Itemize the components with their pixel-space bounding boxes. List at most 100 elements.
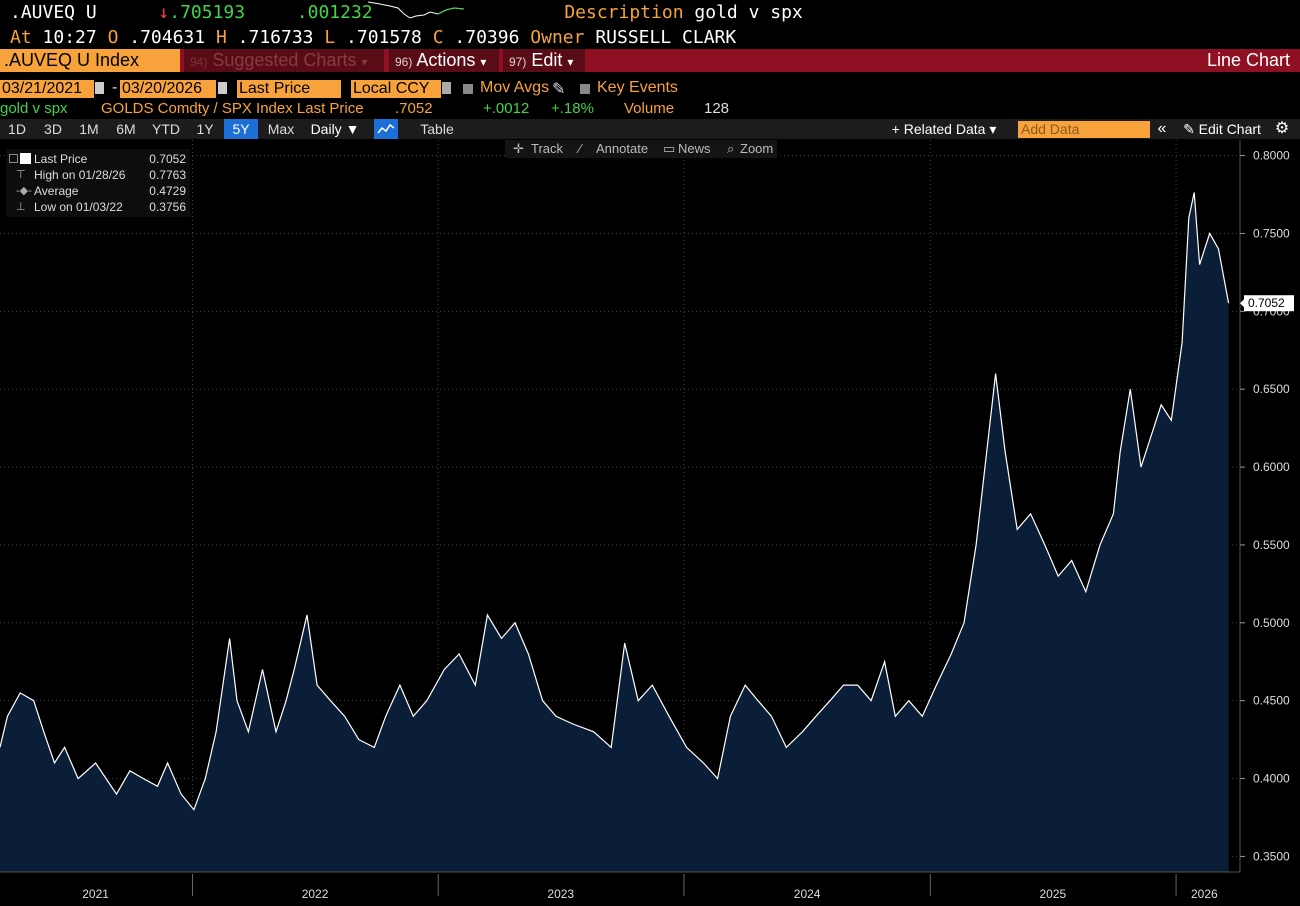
actions-menu[interactable]: 96) Actions ▾ [389, 49, 499, 72]
table-button[interactable]: Table [420, 121, 454, 137]
y-tick-label: 0.8000 [1253, 149, 1290, 163]
volume-label: Volume [624, 100, 675, 117]
high-marker-icon: ⊤ [16, 169, 26, 181]
key-events-label[interactable]: Key Events [597, 79, 678, 96]
series-name: gold v spx [0, 100, 68, 117]
y-tick-label: 0.5500 [1253, 538, 1290, 552]
down-arrow-icon: ↓ [158, 2, 170, 23]
period-1m[interactable]: 1M [79, 121, 99, 137]
y-tick-label: 0.4500 [1253, 694, 1290, 708]
open-value: .704631 [129, 27, 206, 48]
period-ytd[interactable]: YTD [152, 121, 180, 137]
y-tick-label: 0.6500 [1253, 382, 1290, 396]
edit-chart-button[interactable]: ✎ Edit Chart [1183, 121, 1261, 137]
period-3d[interactable]: 3D [44, 121, 62, 137]
currency-select[interactable]: Local CCY [351, 80, 441, 98]
legend-avg-label: Average [34, 184, 79, 198]
gear-icon[interactable]: ⚙ [1274, 120, 1290, 137]
zoom-button[interactable]: Zoom [740, 141, 774, 156]
quote-header: .AUVEQ U ↓.705193 .001232 Description go… [10, 2, 803, 24]
collapse-box-icon[interactable] [9, 154, 18, 163]
legend-low-label: Low on 01/03/22 [34, 200, 123, 214]
x-tick-label: 2023 [547, 887, 574, 901]
legend-low-value: 0.3756 [149, 200, 186, 214]
period-max[interactable]: Max [267, 121, 295, 137]
last-price-tag-text: 0.7052 [1248, 296, 1285, 310]
period-1d[interactable]: 1D [8, 121, 26, 137]
mov-avgs-checkbox[interactable] [463, 84, 473, 94]
dropdown-icon[interactable] [442, 82, 451, 94]
edit-label: Edit [531, 50, 563, 70]
ticker-symbol[interactable]: .AUVEQ U [10, 2, 97, 23]
calendar-icon[interactable] [95, 82, 104, 94]
last-price-tag [1244, 295, 1294, 312]
edit-num: 97) [509, 55, 527, 69]
end-date-input[interactable]: 03/20/2026 [120, 80, 216, 98]
chevron-down-icon: ▾ [480, 55, 487, 69]
series-description: GOLDS Comdty / SPX Index Last Price [101, 100, 364, 117]
high-label: H [215, 27, 227, 48]
crosshair-icon[interactable]: ✛ [513, 141, 524, 156]
period-5y[interactable]: 5Y [224, 119, 258, 139]
key-events-checkbox[interactable] [580, 84, 590, 94]
chart-tools-bar: ✛ Track ⁄ Annotate ▭ News ⌕ Zoom [505, 140, 777, 158]
description-value: gold v spx [694, 2, 803, 23]
x-tick-label: 2026 [1191, 887, 1218, 901]
series-pct-change: +.18% [551, 100, 594, 117]
chart-type-title: Line Chart [1206, 50, 1290, 70]
last-price: .705193 [169, 2, 246, 23]
series-swatch[interactable] [20, 153, 31, 164]
frequency-select[interactable]: Daily ▼ [310, 121, 360, 137]
chart-legend: Last Price 0.7052 ⊤ High on 01/28/26 0.7… [6, 149, 190, 217]
x-tick-label: 2021 [82, 887, 109, 901]
y-tick-label: 0.5000 [1253, 616, 1290, 630]
pencil-icon[interactable]: ⁄ [579, 141, 582, 156]
at-label: At [10, 27, 32, 48]
x-tick-label: 2024 [794, 887, 821, 901]
price-area [0, 192, 1229, 872]
description-label: Description [564, 2, 684, 23]
high-value: .716733 [237, 27, 314, 48]
actions-num: 96) [395, 55, 413, 69]
search-icon[interactable]: ⌕ [727, 141, 735, 156]
last-price-pointer [1240, 298, 1245, 309]
start-date-input[interactable]: 03/21/2021 [0, 80, 94, 98]
average-marker-icon: -◆- [16, 185, 32, 197]
news-icon[interactable]: ▭ [663, 141, 676, 156]
volume-value: 128 [704, 100, 730, 117]
period-6m[interactable]: 6M [116, 121, 136, 137]
field-select[interactable]: Last Price [237, 80, 341, 98]
close-label: C [432, 27, 444, 48]
price-chart[interactable]: 0.3500 0.4000 0.4500 0.5000 0.5500 0.6000 0.65… [0, 140, 1300, 906]
owner-value: RUSSELL CLARK [595, 27, 737, 48]
x-tick-label: 2022 [302, 887, 329, 901]
security-field[interactable]: .AUVEQ U Index [0, 49, 180, 72]
chart-toolbar: 1D 3D 1M 6M YTD 1Y 5Y Max Daily ▼ Table … [0, 119, 1300, 139]
x-tick-label: 2025 [1040, 887, 1067, 901]
owner-label: Owner [530, 27, 585, 48]
actions-label: Actions [416, 50, 476, 70]
chevron-down-icon: ▾ [567, 55, 574, 69]
edit-menu[interactable]: 97) Edit ▾ [503, 49, 585, 72]
period-1y[interactable]: 1Y [196, 121, 214, 137]
suggested-num: 94) [190, 55, 208, 69]
y-tick-label: 0.6000 [1253, 460, 1290, 474]
y-tick-label: 0.7500 [1253, 226, 1290, 240]
collapse-icon[interactable]: « [1157, 120, 1167, 137]
ohlc-header: At 10:27 O .704631 H .716733 L .701578 C… [10, 27, 736, 49]
suggested-charts-menu[interactable]: 94) Suggested Charts ▾ [184, 49, 384, 72]
quote-time: 10:27 [42, 27, 97, 48]
annotate-button[interactable]: Annotate [596, 141, 649, 156]
track-button[interactable]: Track [531, 141, 564, 156]
add-data-input[interactable]: Add Data [1018, 121, 1150, 138]
series-price: .7052 [395, 100, 433, 117]
close-value: .70396 [454, 27, 520, 48]
legend-last-label: Last Price [34, 152, 88, 166]
mov-avgs-label[interactable]: Mov Avgs [480, 79, 550, 96]
calendar-icon[interactable] [218, 82, 227, 94]
news-button[interactable]: News [678, 141, 711, 156]
low-value: .701578 [346, 27, 422, 48]
related-data-menu[interactable]: + Related Data ▾ [891, 121, 997, 137]
line-chart-icon[interactable] [374, 119, 398, 139]
pencil-icon[interactable]: ✎ [552, 81, 566, 98]
